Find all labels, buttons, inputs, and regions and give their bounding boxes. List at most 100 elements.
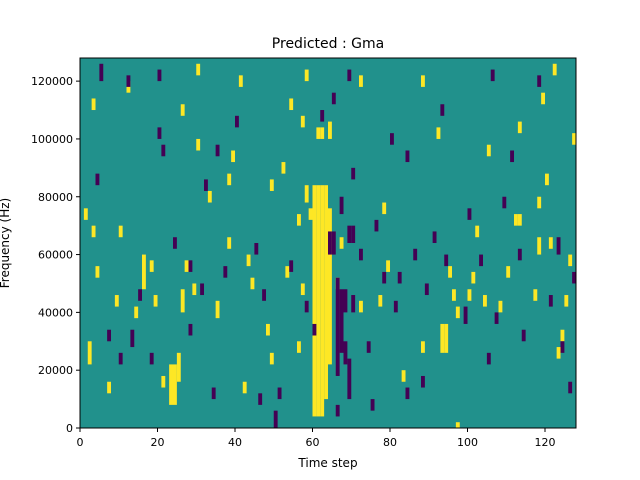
low-cell-48 <box>397 271 402 284</box>
low-cell-17 <box>262 289 267 301</box>
low-cell-64 <box>521 329 526 342</box>
high-cell-71 <box>359 75 363 87</box>
high-cell-6 <box>316 127 321 139</box>
low-cell-11 <box>339 196 344 215</box>
high-cell-59 <box>537 237 542 255</box>
high-cell-9 <box>173 364 177 405</box>
low-cell-59 <box>494 312 499 324</box>
high-cell-67 <box>180 104 185 116</box>
high-cell-42 <box>378 295 383 307</box>
low-cell-5 <box>347 358 352 400</box>
low-cell-29 <box>99 63 104 82</box>
high-cell-56 <box>514 214 518 226</box>
low-cell-24 <box>173 237 177 249</box>
high-cell-25 <box>227 173 232 186</box>
chart-title: Predicted : Gma <box>272 36 384 52</box>
high-cell-32 <box>297 341 301 353</box>
high-cell-49 <box>455 306 460 319</box>
low-cell-58 <box>486 352 491 365</box>
low-cell-38 <box>235 115 239 128</box>
y-axis-label: Frequency (Hz) <box>0 198 12 289</box>
low-cell-46 <box>382 271 387 284</box>
y-tick-label: 0 <box>66 422 73 435</box>
low-cell-4 <box>343 341 348 365</box>
low-cell-35 <box>149 352 154 365</box>
low-cell-47 <box>393 300 398 313</box>
x-tick-label: 100 <box>457 436 478 449</box>
high-cell-13 <box>91 225 96 238</box>
high-cell-38 <box>304 69 309 82</box>
low-cell-2 <box>335 277 340 376</box>
high-cell-83 <box>231 150 236 163</box>
low-cell-9 <box>351 225 356 243</box>
low-cell-43 <box>359 248 363 261</box>
high-cell-88 <box>467 289 472 301</box>
high-cell-29 <box>266 323 270 336</box>
high-cells <box>83 63 577 428</box>
high-cell-22 <box>192 283 197 296</box>
low-cell-32 <box>118 352 123 365</box>
x-tick-label: 60 <box>306 436 320 449</box>
high-cell-10 <box>161 375 166 388</box>
high-cell-78 <box>95 266 100 278</box>
high-cell-35 <box>304 185 309 203</box>
x-tick-label: 0 <box>77 436 84 449</box>
high-cell-60 <box>548 237 553 249</box>
low-cell-73 <box>405 387 410 400</box>
y-tick-label: 20000 <box>38 364 73 377</box>
low-cell-49 <box>405 150 410 163</box>
low-cells <box>95 63 577 428</box>
high-cell-76 <box>541 92 546 105</box>
high-cell-85 <box>281 162 286 174</box>
low-cell-16 <box>277 387 282 400</box>
high-cell-24 <box>227 237 232 249</box>
y-axis: 0 20000 40000 60000 80000 100000 120000 <box>31 75 80 435</box>
low-cell-14 <box>347 69 352 82</box>
high-cell-52 <box>475 225 480 238</box>
high-cell-8 <box>169 364 174 405</box>
high-cell-23 <box>215 300 220 319</box>
high-cell-74 <box>486 144 491 157</box>
low-cell-50 <box>413 248 418 261</box>
high-cell-80 <box>134 306 139 319</box>
low-cell-54 <box>444 254 449 267</box>
x-tick-label: 120 <box>535 436 556 449</box>
low-cell-36 <box>188 323 193 336</box>
high-cell-36 <box>308 208 313 220</box>
low-cell-22 <box>200 283 205 296</box>
high-cell-61 <box>556 347 561 359</box>
high-cell-18 <box>149 260 154 272</box>
high-cell-41 <box>359 300 363 313</box>
low-cell-62 <box>510 150 515 163</box>
high-cell-64 <box>568 254 573 267</box>
high-cell-73 <box>436 127 441 139</box>
low-cell-3 <box>339 289 344 353</box>
plot-area <box>79 57 577 429</box>
high-cell-16 <box>114 295 119 307</box>
low-cell-39 <box>258 393 263 405</box>
x-axis-label: Time step <box>297 456 357 470</box>
high-cell-68 <box>196 63 201 76</box>
low-cell-27 <box>157 69 162 82</box>
high-cell-5 <box>320 127 325 139</box>
high-cell-28 <box>250 277 255 290</box>
high-cell-65 <box>91 98 96 111</box>
low-cell-72 <box>370 399 375 411</box>
high-cell-31 <box>285 266 290 278</box>
high-cell-44 <box>401 370 406 382</box>
high-cell-69 <box>238 75 243 87</box>
high-cell-34 <box>300 283 305 296</box>
high-cell-46 <box>440 323 445 353</box>
low-cell-6 <box>343 289 348 313</box>
high-cell-1 <box>316 185 321 417</box>
low-cell-44 <box>366 341 371 353</box>
plot-frame <box>79 57 577 429</box>
high-cell-89 <box>545 173 549 186</box>
low-cell-52 <box>432 231 437 243</box>
low-cell-53 <box>440 104 445 116</box>
high-cell-84 <box>269 179 274 191</box>
low-cell-74 <box>421 375 425 388</box>
high-cell-62 <box>560 329 565 342</box>
high-cell-87 <box>452 289 456 301</box>
